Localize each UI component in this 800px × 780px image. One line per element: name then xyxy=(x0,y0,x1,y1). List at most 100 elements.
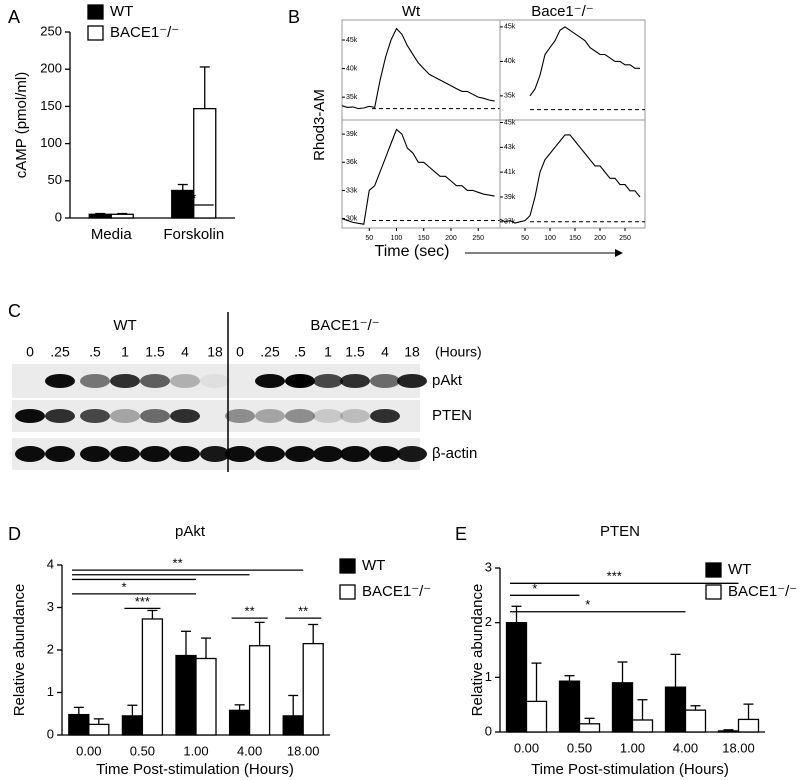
significance-label: * xyxy=(585,597,590,612)
y-tick-label: 0 xyxy=(485,723,492,738)
row-label: PTEN xyxy=(432,407,472,424)
column-title: Bace1⁻/⁻ xyxy=(531,3,594,20)
band xyxy=(285,374,315,388)
y-tick-label: 45k xyxy=(504,119,516,126)
x-tick-label: 1.00 xyxy=(620,740,645,755)
y-tick-label: 4 xyxy=(47,556,54,571)
y-tick-label: 50 xyxy=(48,172,62,187)
legend-label: WT xyxy=(110,3,133,20)
x-tick-label: 4.00 xyxy=(673,740,698,755)
bar xyxy=(631,719,654,733)
unit-label: (Hours) xyxy=(435,344,482,360)
panel-label: B xyxy=(288,7,300,27)
column-title: Wt xyxy=(402,3,421,20)
legend-swatch xyxy=(87,25,104,41)
x-tick-label: 0.00 xyxy=(514,740,539,755)
bar xyxy=(664,686,687,733)
band xyxy=(110,374,140,388)
chart-title: PTEN xyxy=(600,523,640,540)
bar xyxy=(737,718,760,733)
trace xyxy=(499,134,641,224)
x-tick-label: Forskolin xyxy=(163,226,224,243)
band xyxy=(140,374,170,388)
bar xyxy=(302,642,324,736)
x-tick-label: 150 xyxy=(569,235,581,242)
significance-label: ** xyxy=(245,604,255,619)
significance-label: *** xyxy=(607,569,622,584)
lane-label: .5 xyxy=(294,344,306,360)
plot-frame xyxy=(499,19,646,121)
plot-frame xyxy=(499,119,646,229)
band xyxy=(340,409,370,423)
y-tick-label: 41k xyxy=(504,169,516,176)
band xyxy=(200,446,230,462)
lane-label: 4 xyxy=(381,344,389,360)
bar xyxy=(505,622,528,733)
band xyxy=(285,409,315,423)
bar xyxy=(88,213,112,219)
band xyxy=(285,446,315,462)
bar xyxy=(611,682,634,733)
row-label: β-actin xyxy=(432,445,477,462)
y-axis-label: Relative abundance xyxy=(11,584,28,717)
band xyxy=(110,446,140,462)
y-tick-label: 45k xyxy=(504,24,516,31)
band xyxy=(313,409,343,423)
lane-label: 1.5 xyxy=(345,344,365,360)
lane-label: 18 xyxy=(207,344,223,360)
significance-label: *** xyxy=(135,594,150,609)
lane-label: 0 xyxy=(26,344,34,360)
x-tick-label: 18.00 xyxy=(722,740,755,755)
x-tick-label: 0.00 xyxy=(76,743,101,758)
x-axis-label: Time Post-stimulation (Hours) xyxy=(96,761,294,778)
band xyxy=(140,446,170,462)
plot-frame xyxy=(341,19,501,121)
y-tick-label: 2 xyxy=(47,641,54,656)
lane-label: .5 xyxy=(89,344,101,360)
bar xyxy=(175,654,197,736)
band xyxy=(340,374,370,388)
y-tick-label: 45k xyxy=(346,37,358,44)
x-tick-label: 0.50 xyxy=(130,743,155,758)
y-tick-label: 3 xyxy=(47,599,54,614)
band xyxy=(370,446,400,462)
lane-label: 0 xyxy=(236,344,244,360)
bar xyxy=(228,709,251,736)
y-tick-label: 0 xyxy=(55,209,62,224)
lane-label: .25 xyxy=(50,344,70,360)
y-tick-label: 2 xyxy=(485,614,492,629)
x-tick-label: 250 xyxy=(619,235,631,242)
band xyxy=(80,409,110,423)
legend-label: BACE1⁻/⁻ xyxy=(362,583,431,600)
bar xyxy=(684,709,707,733)
legend-swatch xyxy=(339,558,356,574)
x-axis-label: Time (sec) xyxy=(375,243,450,260)
bar xyxy=(110,213,134,219)
lane-label: .25 xyxy=(260,344,280,360)
band xyxy=(255,446,285,462)
band xyxy=(340,446,370,462)
panel-label: E xyxy=(455,524,467,544)
y-tick-label: 30k xyxy=(346,215,358,222)
band xyxy=(225,446,255,462)
x-tick-label: 1.00 xyxy=(183,743,208,758)
band xyxy=(80,374,110,388)
legend-swatch xyxy=(705,562,722,578)
band xyxy=(200,374,230,388)
x-tick-label: 100 xyxy=(544,235,556,242)
x-tick-label: 50 xyxy=(521,235,529,242)
x-tick-label: Media xyxy=(91,226,133,243)
band xyxy=(15,409,45,423)
x-tick-label: 50 xyxy=(365,235,373,242)
band xyxy=(45,409,75,423)
y-axis-label: Rhod3-AM xyxy=(311,89,328,161)
group-label: WT xyxy=(113,317,136,334)
bar xyxy=(717,730,740,733)
group-label: BACE1⁻/⁻ xyxy=(310,317,379,334)
significance-label: ** xyxy=(298,604,308,619)
y-tick-label: 40k xyxy=(346,65,358,72)
band xyxy=(255,409,285,423)
bar xyxy=(88,723,110,736)
y-tick-label: 43k xyxy=(504,144,516,151)
panel-label: C xyxy=(8,301,21,321)
